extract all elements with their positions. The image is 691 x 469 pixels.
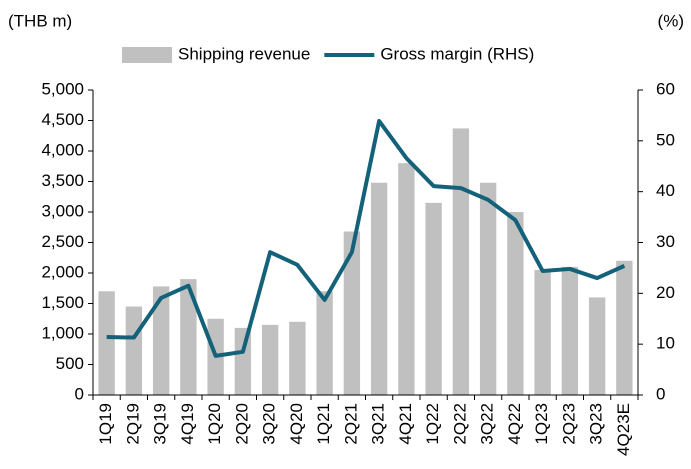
bar xyxy=(370,182,388,395)
line xyxy=(106,119,626,358)
y-tick-label: 4,500 xyxy=(41,110,84,129)
x-tick-label: 1Q21 xyxy=(314,403,333,445)
bar xyxy=(152,286,170,395)
x-tick-label: 3Q20 xyxy=(260,403,279,445)
bar xyxy=(534,269,551,395)
bar xyxy=(425,202,442,395)
x-tick-label: 1Q19 xyxy=(96,403,115,445)
x-tick-label: 2Q22 xyxy=(450,403,469,445)
x-tick-label: 2Q19 xyxy=(123,403,142,445)
x-tick-label: 4Q22 xyxy=(505,403,524,445)
x-tick-label: 4Q20 xyxy=(287,403,306,445)
y-tick-label: 1,500 xyxy=(41,293,84,312)
y2-tick-label: 0 xyxy=(656,384,665,403)
bar xyxy=(289,321,306,395)
x-tick-label: 3Q19 xyxy=(151,403,170,445)
bar xyxy=(125,306,143,395)
x-tick-label: 3Q23 xyxy=(587,403,606,445)
x-tick-label: 4Q21 xyxy=(396,403,415,445)
x-tick-label: 1Q20 xyxy=(205,403,224,445)
bar xyxy=(234,327,252,395)
bar xyxy=(98,291,115,395)
bar xyxy=(261,324,279,395)
y2-axis-label: (%) xyxy=(658,11,684,30)
x-tick-label: 2Q23 xyxy=(559,403,578,445)
x-tick-label: 4Q23E xyxy=(614,403,633,456)
y2-tick-label: 60 xyxy=(656,79,675,98)
y-tick-label: 2,000 xyxy=(41,262,84,281)
bar xyxy=(588,297,606,395)
y-axis-label: (THB m) xyxy=(8,11,72,30)
y-tick-label: 3,500 xyxy=(41,171,84,190)
y2-tick-label: 40 xyxy=(656,181,675,200)
bar xyxy=(398,163,415,395)
y-tick-label: 4,000 xyxy=(41,140,84,159)
y-tick-label: 5,000 xyxy=(41,79,84,98)
legend-label: Gross margin (RHS) xyxy=(380,44,534,63)
x-tick-label: 4Q19 xyxy=(178,403,197,445)
x-tick-label: 2Q21 xyxy=(341,403,360,445)
y-tick-label: 1,000 xyxy=(41,323,84,342)
y2-tick-label: 10 xyxy=(656,334,675,353)
x-tick-label: 1Q23 xyxy=(532,403,551,445)
x-tick-label: 3Q21 xyxy=(369,403,388,445)
y-tick-label: 3,000 xyxy=(41,201,84,220)
bar xyxy=(479,182,497,395)
bar xyxy=(452,128,470,395)
bar xyxy=(616,260,633,395)
y2-tick-label: 20 xyxy=(656,283,675,302)
legend-swatch xyxy=(122,47,172,63)
bar xyxy=(507,212,524,395)
y2-tick-label: 30 xyxy=(656,232,675,251)
bar xyxy=(561,266,579,395)
y2-tick-label: 50 xyxy=(656,130,675,149)
y-tick-label: 0 xyxy=(75,384,84,403)
bar xyxy=(180,279,197,395)
legend-label: Shipping revenue xyxy=(178,44,310,63)
y-tick-label: 2,500 xyxy=(41,232,84,251)
bar xyxy=(343,231,361,395)
bar xyxy=(316,291,333,395)
x-tick-label: 1Q22 xyxy=(423,403,442,445)
x-tick-label: 3Q22 xyxy=(478,403,497,445)
y-tick-label: 500 xyxy=(56,354,84,373)
x-tick-label: 2Q20 xyxy=(232,403,251,445)
